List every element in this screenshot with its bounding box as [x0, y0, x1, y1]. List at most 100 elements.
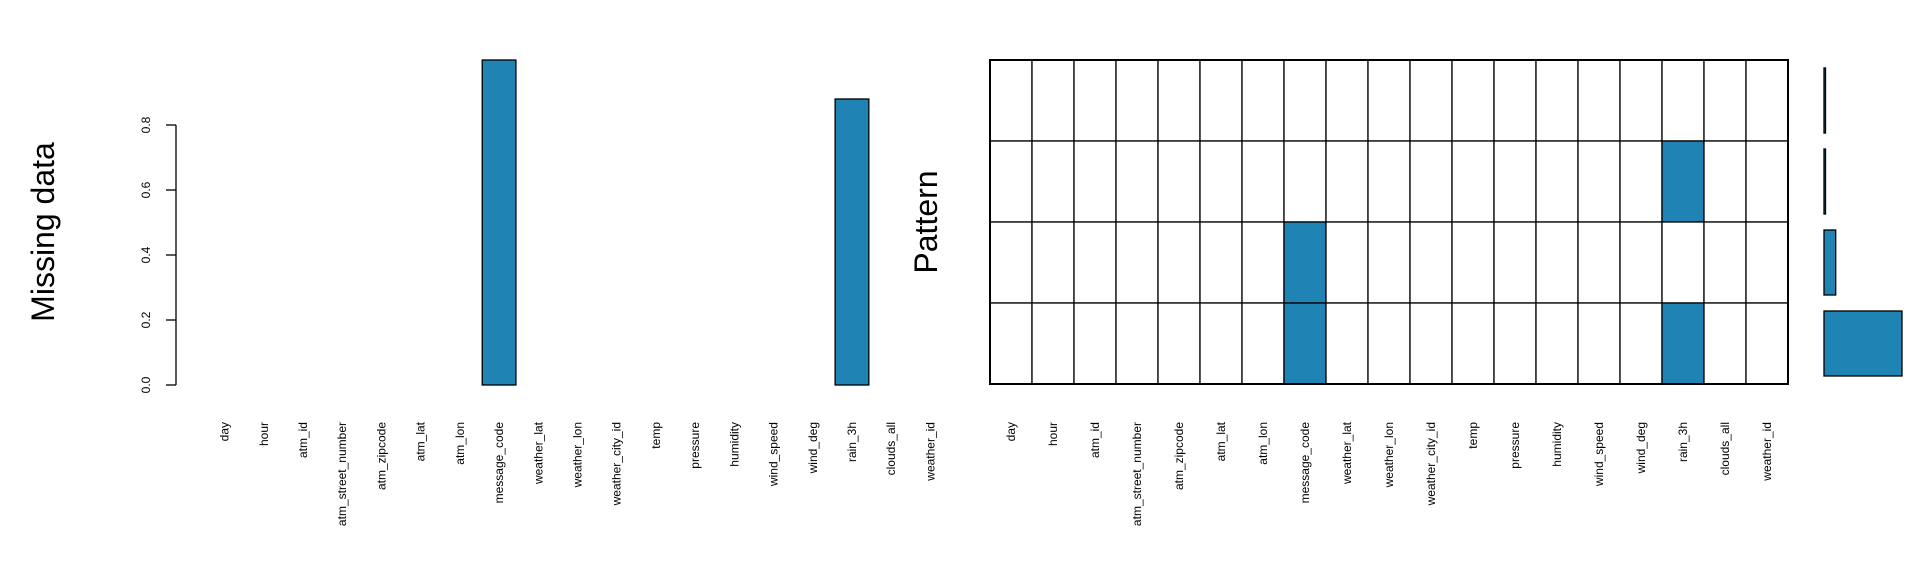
bar	[481, 59, 517, 386]
right-x-tick-label: atm_lat	[1214, 421, 1228, 461]
pattern-cell-observed	[1451, 140, 1495, 223]
right-x-tick-label: humidity	[1550, 422, 1564, 467]
left-bars	[481, 59, 870, 386]
pattern-cell-observed	[1241, 221, 1285, 304]
pattern-cell-observed	[1703, 59, 1747, 142]
pattern-cell-observed	[1577, 221, 1621, 304]
pattern-cell-observed	[989, 59, 1033, 142]
pattern-proportion-bar	[1823, 229, 1837, 296]
left-y-axis-title: Missing data	[25, 142, 61, 322]
pattern-cell-observed	[1031, 221, 1075, 304]
right-x-tick-label: atm_id	[1088, 422, 1102, 458]
pattern-cell-observed	[1493, 140, 1537, 223]
left-x-tick-label: atm_lon	[453, 422, 467, 465]
pattern-cell-observed	[1619, 302, 1663, 385]
left-x-tick-label: clouds_all	[884, 422, 898, 475]
left-x-tick-label: atm_lat	[414, 421, 428, 461]
right-x-tick-label: pressure	[1508, 422, 1522, 469]
pattern-cell-observed	[1157, 221, 1201, 304]
left-y-tick-label: 0.6	[139, 181, 153, 198]
right-y-axis-title: Pattern	[908, 170, 944, 273]
left-x-tick-labels: day hour atm_id atm_street_number atm_zipcod…	[218, 421, 938, 526]
pattern-cell-observed	[1115, 302, 1159, 385]
pattern-cell-observed	[1241, 302, 1285, 385]
pattern-cell-observed	[1703, 221, 1747, 304]
left-x-tick-label: atm_zipcode	[374, 422, 388, 490]
right-x-tick-label: weather_lat	[1340, 421, 1354, 485]
pattern-cell-observed	[1367, 59, 1411, 142]
pattern-cell-observed	[1409, 59, 1453, 142]
bar	[834, 98, 870, 386]
right-x-tick-label: hour	[1046, 422, 1060, 446]
left-x-tick-label: wind_speed	[767, 422, 781, 487]
pattern-cell-observed	[1241, 140, 1285, 223]
pattern-cell-observed	[1619, 140, 1663, 223]
left-x-tick-label: weather_city_id	[610, 422, 624, 506]
pattern-proportion-bar	[1823, 310, 1903, 377]
pattern-cell-observed	[1409, 140, 1453, 223]
pattern-cell-observed	[1703, 140, 1747, 223]
left-x-tick-label: atm_id	[296, 422, 310, 458]
pattern-proportion-bar	[1823, 148, 1827, 215]
right-x-tick-label: atm_lon	[1256, 422, 1270, 465]
pattern-cell-observed	[1031, 59, 1075, 142]
left-x-tick-label: humidity	[727, 422, 741, 467]
pattern-cell-observed	[1661, 221, 1705, 304]
pattern-cell-observed	[1157, 302, 1201, 385]
pattern-cell-observed	[1115, 140, 1159, 223]
pattern-cell-observed	[1535, 302, 1579, 385]
pattern-cell-observed	[1367, 221, 1411, 304]
pattern-cell-observed	[1199, 140, 1243, 223]
right-x-tick-label: message_code	[1298, 422, 1312, 504]
left-x-tick-label: day	[218, 422, 232, 441]
pattern-grid-border	[989, 59, 1789, 385]
pattern-cell-observed	[1367, 302, 1411, 385]
right-x-tick-label: wind_deg	[1634, 422, 1648, 474]
pattern-cell-observed	[1199, 302, 1243, 385]
pattern-cell-observed	[1031, 140, 1075, 223]
pattern-cell-observed	[989, 221, 1033, 304]
pattern-cell-observed	[1451, 221, 1495, 304]
pattern-cell-observed	[1619, 59, 1663, 142]
missing-data-bar-chart: Missing data 0.0 0.2 0.4 0.6 0.8 day hour atm_…	[25, 59, 938, 526]
right-x-tick-labels: day hour atm_id atm_street_number atm_zipcod…	[1004, 421, 1774, 526]
pattern-cell-observed	[1577, 140, 1621, 223]
pattern-cell-missing	[1283, 302, 1327, 385]
left-y-axis: 0.0 0.2 0.4 0.6 0.8	[139, 116, 177, 393]
pattern-cell-observed	[1367, 140, 1411, 223]
left-x-tick-label: weather_lat	[531, 421, 545, 485]
pattern-cell-observed	[1409, 302, 1453, 385]
pattern-cell-observed	[989, 302, 1033, 385]
right-x-tick-label: day	[1004, 422, 1018, 441]
pattern-cell-missing	[1661, 302, 1705, 385]
right-x-tick-label: atm_zipcode	[1172, 422, 1186, 490]
left-y-tick-label: 0.0	[139, 376, 153, 393]
pattern-cell-observed	[1241, 59, 1285, 142]
pattern-cell-observed	[1115, 221, 1159, 304]
pattern-cell-observed	[1073, 221, 1117, 304]
left-x-tick-label: message_code	[492, 422, 506, 504]
right-x-tick-label: weather_lon	[1382, 422, 1396, 488]
pattern-cell-observed	[1325, 140, 1369, 223]
left-y-tick-label: 0.2	[139, 311, 153, 328]
pattern-cell-observed	[1451, 59, 1495, 142]
pattern-proportion-bar	[1823, 67, 1827, 134]
right-x-tick-label: wind_speed	[1592, 422, 1606, 487]
pattern-cell-observed	[1661, 59, 1705, 142]
pattern-cell-observed	[1073, 59, 1117, 142]
pattern-cell-observed	[989, 140, 1033, 223]
right-x-tick-label: weather_city_id	[1424, 422, 1438, 506]
pattern-cell-observed	[1073, 302, 1117, 385]
pattern-proportion-bars	[1823, 67, 1903, 377]
pattern-cell-observed	[1535, 59, 1579, 142]
pattern-cell-observed	[1199, 59, 1243, 142]
pattern-cell-observed	[1703, 302, 1747, 385]
right-x-tick-label: weather_id	[1760, 422, 1774, 482]
left-x-tick-label: atm_street_number	[335, 422, 349, 526]
pattern-cell-observed	[1493, 59, 1537, 142]
left-x-tick-label: weather_lon	[571, 422, 585, 488]
pattern-cell-observed	[1535, 140, 1579, 223]
pattern-cell-observed	[1577, 302, 1621, 385]
